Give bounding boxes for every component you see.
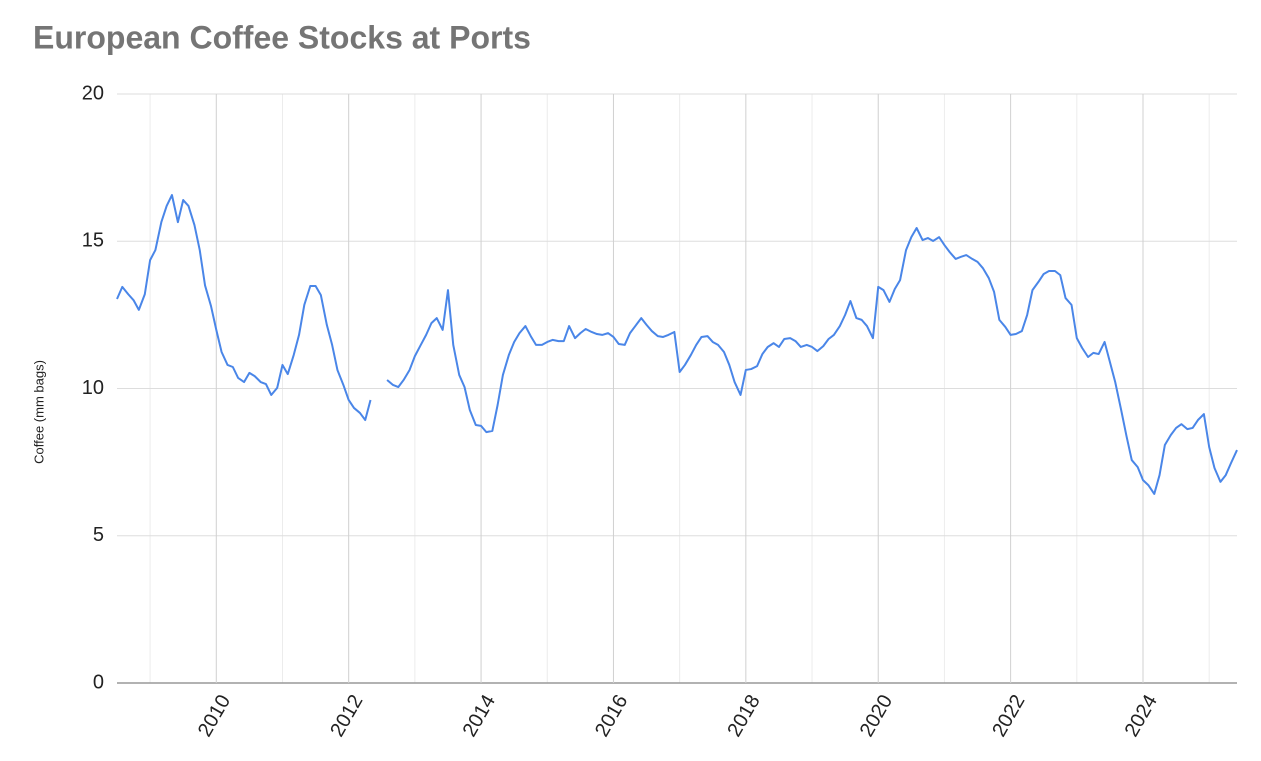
x-tick-label: 2012 [326,691,367,741]
y-axis-label: Coffee (mm bags) [31,360,46,464]
x-tick-label: 2018 [723,691,764,741]
x-tick-label: 2022 [988,691,1029,741]
y-tick-label: 0 [93,671,104,693]
x-tick-label: 2014 [459,691,500,741]
x-tick-label: 2020 [856,691,897,741]
x-tick-label: 2010 [194,691,235,741]
data-line [116,194,1238,495]
x-tick-label: 2016 [591,691,632,741]
y-tick-label: 15 [82,230,104,252]
y-tick-label: 10 [82,377,104,399]
y-tick-label: 5 [93,524,104,546]
x-tick-label: 2024 [1121,691,1162,741]
y-tick-label: 20 [82,82,104,104]
chart-title: European Coffee Stocks at Ports [33,19,531,55]
